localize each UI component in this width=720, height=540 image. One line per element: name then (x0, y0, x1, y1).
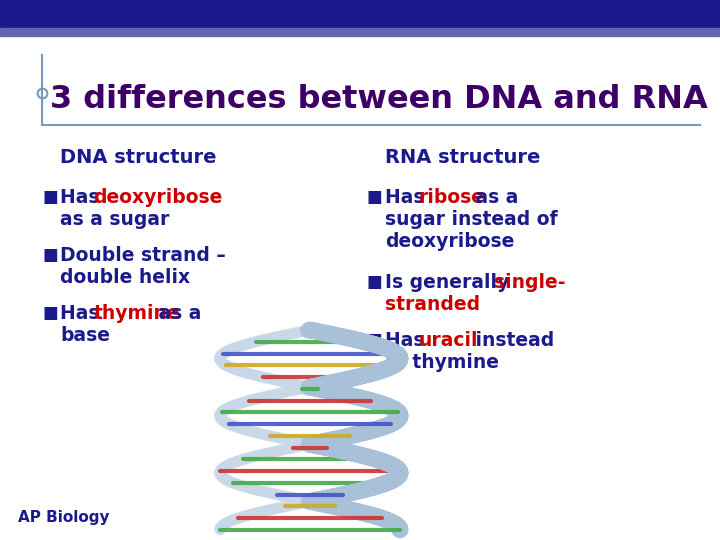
Bar (0, 0, 720, 28)
Text: as a: as a (469, 188, 518, 207)
Text: single-: single- (494, 273, 565, 292)
Text: 3 differences between DNA and RNA: 3 differences between DNA and RNA (50, 84, 708, 116)
Text: instead: instead (469, 331, 554, 350)
Text: Has: Has (385, 188, 431, 207)
Text: uracil: uracil (418, 331, 478, 350)
Text: RNA structure: RNA structure (385, 148, 541, 167)
Text: Has: Has (385, 331, 431, 350)
Text: as a: as a (152, 304, 202, 323)
Text: thymine: thymine (94, 304, 180, 323)
Text: ■: ■ (367, 188, 383, 206)
Text: ■: ■ (42, 188, 58, 206)
Text: double helix: double helix (60, 268, 190, 287)
Text: ■: ■ (367, 331, 383, 349)
Text: ribose: ribose (418, 188, 485, 207)
Text: DNA structure: DNA structure (60, 148, 217, 167)
Text: Has: Has (60, 304, 106, 323)
Text: ■: ■ (42, 246, 58, 264)
Text: ■: ■ (367, 273, 383, 291)
Text: ■: ■ (42, 304, 58, 322)
Bar (0, 28, 720, 36)
Text: of thymine: of thymine (385, 353, 499, 372)
Text: Is generally: Is generally (385, 273, 516, 292)
Text: AP Biology: AP Biology (18, 510, 109, 525)
Text: deoxyribose: deoxyribose (385, 232, 514, 251)
Text: as a sugar: as a sugar (60, 210, 169, 229)
Text: base: base (60, 326, 110, 345)
Text: Double strand –: Double strand – (60, 246, 226, 265)
Text: sugar instead of: sugar instead of (385, 210, 557, 229)
Text: Has: Has (60, 188, 106, 207)
Text: stranded: stranded (385, 295, 480, 314)
Text: deoxyribose: deoxyribose (94, 188, 223, 207)
